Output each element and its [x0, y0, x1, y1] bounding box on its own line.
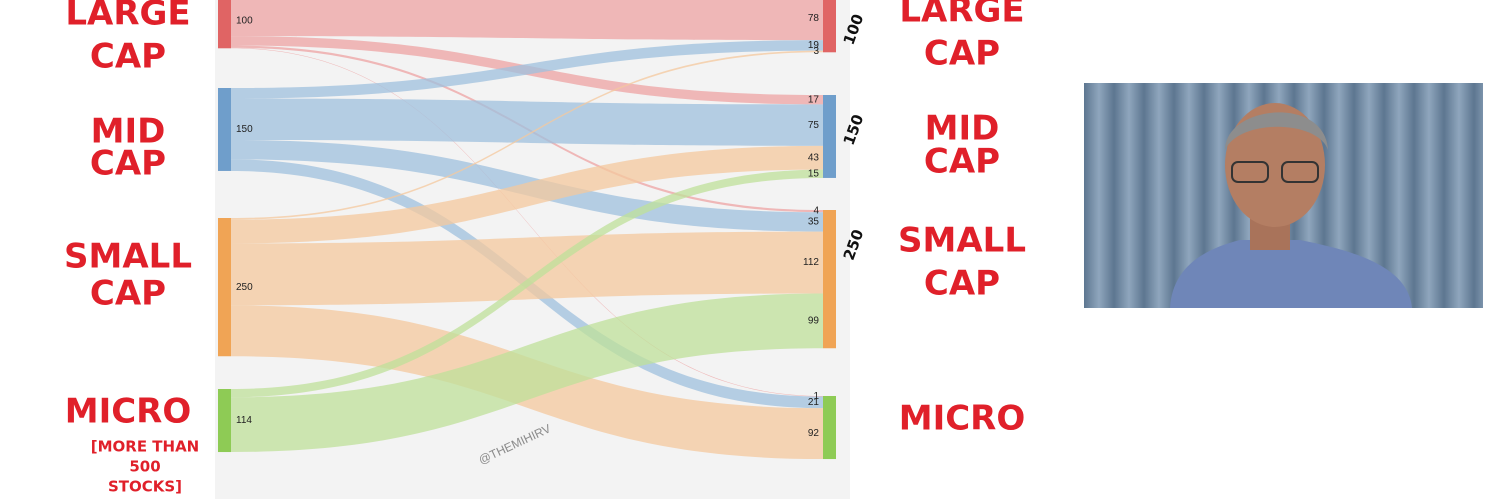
link-value-label: 43: [808, 152, 820, 163]
link-value-label: 21: [808, 397, 820, 408]
links: [231, 0, 823, 460]
target-node: [823, 0, 836, 53]
source-label: LARGE: [65, 0, 190, 34]
link-value-label: 3: [813, 46, 819, 57]
link: [231, 47, 823, 397]
source-note: STOCKS]: [108, 478, 182, 496]
person-head: [1225, 103, 1325, 227]
link-value-label: 19: [808, 40, 820, 51]
source-node: [218, 218, 231, 357]
link-value-label: 15: [808, 168, 820, 179]
person-body: [1170, 240, 1412, 308]
source-note: [MORE THAN: [91, 438, 200, 456]
target-node: [823, 95, 836, 178]
person-hair: [1225, 112, 1328, 150]
link-value-label: 112: [803, 257, 819, 268]
link: [231, 40, 823, 99]
link: [231, 145, 823, 244]
link: [231, 0, 823, 41]
link-value-label: 99: [808, 316, 820, 327]
link: [231, 231, 823, 306]
source-label: MICRO: [65, 392, 192, 432]
source-label: MID: [91, 112, 166, 152]
target-label: LARGE: [899, 0, 1024, 31]
link: [231, 293, 823, 453]
target-label: CAP: [924, 264, 1000, 304]
source-label: CAP: [90, 37, 166, 77]
link: [231, 50, 823, 220]
source-value-label: 250: [236, 282, 253, 293]
source-node: [218, 88, 231, 171]
source-value-label: 100: [236, 15, 253, 26]
target-label: CAP: [924, 142, 1000, 182]
source-value-label: 150: [236, 124, 253, 135]
source-node: [218, 0, 231, 49]
link-value-label: 17: [808, 94, 820, 105]
target-label: MICRO: [899, 399, 1026, 439]
glasses-right: [1281, 161, 1319, 183]
source-node: [218, 389, 231, 453]
source-label: SMALL: [64, 237, 192, 277]
source-note: 500: [129, 458, 160, 476]
target-label: MID: [925, 109, 1000, 149]
target-node: [823, 396, 836, 460]
source-label: CAP: [90, 274, 166, 314]
target-label: SMALL: [898, 221, 1026, 261]
source-label: CAP: [90, 144, 166, 184]
link-value-label: 1: [813, 391, 819, 402]
target-node: [823, 210, 836, 349]
glasses-left: [1231, 161, 1269, 183]
link: [231, 98, 823, 146]
link-value-label: 35: [808, 217, 820, 228]
link-value-label: 75: [808, 120, 820, 131]
labels: 7817411975352134311292159910015025011410…: [64, 0, 1026, 496]
nodes: [218, 0, 836, 460]
video-feed: [1084, 83, 1483, 308]
source-value-label: 114: [236, 415, 252, 426]
target-label: CAP: [924, 34, 1000, 74]
link: [231, 169, 823, 398]
link-value-label: 4: [813, 206, 819, 217]
link-value-label: 92: [808, 428, 820, 439]
link-value-label: 78: [808, 13, 820, 24]
